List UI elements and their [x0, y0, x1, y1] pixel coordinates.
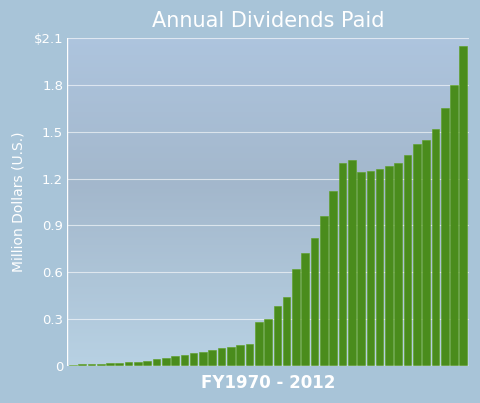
- Bar: [180, 355, 188, 366]
- Bar: [236, 345, 244, 366]
- Bar: [199, 351, 207, 366]
- Bar: [338, 163, 346, 366]
- Title: Annual Dividends Paid: Annual Dividends Paid: [152, 11, 384, 31]
- Bar: [264, 319, 272, 366]
- Bar: [413, 144, 420, 366]
- Bar: [255, 322, 263, 366]
- Bar: [311, 238, 318, 366]
- Bar: [208, 350, 216, 366]
- Bar: [274, 306, 281, 366]
- Bar: [125, 362, 132, 366]
- Bar: [153, 359, 160, 366]
- Bar: [459, 46, 467, 366]
- Bar: [357, 172, 365, 366]
- Bar: [144, 361, 151, 366]
- Bar: [348, 160, 356, 366]
- Bar: [116, 363, 123, 366]
- Bar: [190, 353, 197, 366]
- Bar: [218, 349, 226, 366]
- Bar: [227, 347, 235, 366]
- Y-axis label: Million Dollars (U.S.): Million Dollars (U.S.): [11, 132, 25, 272]
- Bar: [404, 155, 411, 366]
- Bar: [134, 361, 142, 366]
- Bar: [329, 191, 337, 366]
- Bar: [97, 364, 105, 366]
- Bar: [395, 163, 402, 366]
- Bar: [432, 129, 439, 366]
- Bar: [450, 85, 458, 366]
- Bar: [422, 139, 430, 366]
- Bar: [87, 364, 95, 366]
- Bar: [162, 358, 169, 366]
- Bar: [301, 253, 309, 366]
- Bar: [376, 169, 384, 366]
- Bar: [171, 356, 179, 366]
- Bar: [78, 364, 86, 366]
- Bar: [283, 297, 290, 366]
- Bar: [106, 363, 114, 366]
- Bar: [385, 166, 393, 366]
- Bar: [246, 344, 253, 366]
- Bar: [441, 108, 448, 366]
- Bar: [292, 269, 300, 366]
- Bar: [367, 171, 374, 366]
- Bar: [320, 216, 328, 366]
- X-axis label: FY1970 - 2012: FY1970 - 2012: [201, 374, 335, 392]
- Bar: [69, 365, 77, 366]
